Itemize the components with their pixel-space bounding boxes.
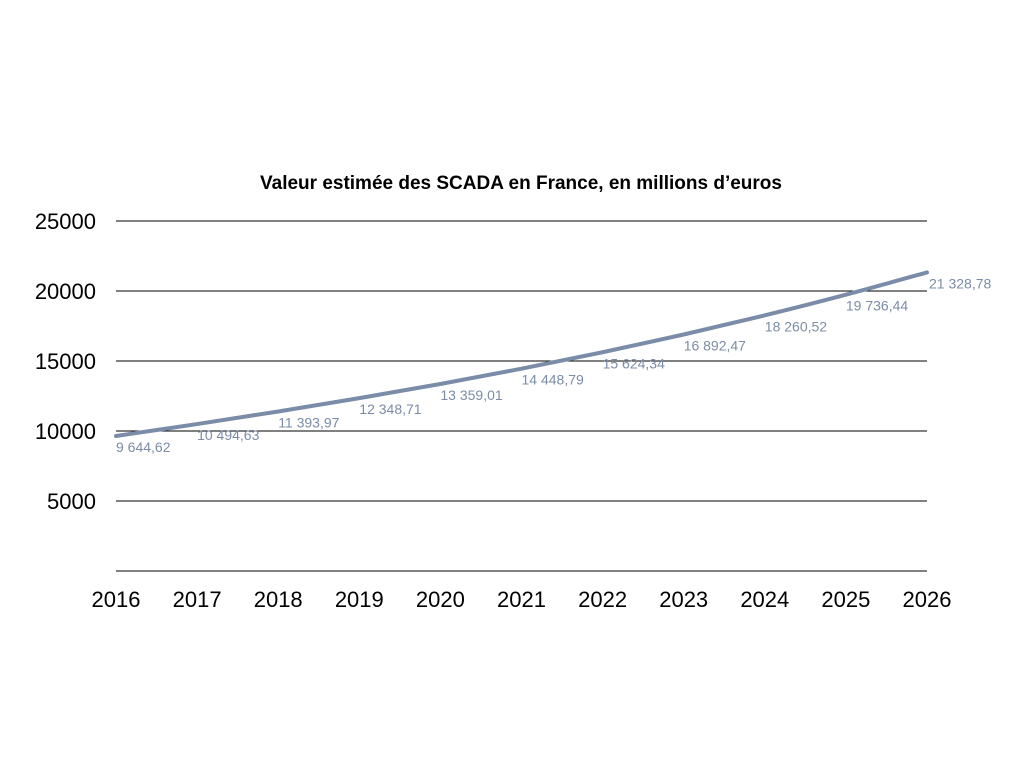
data-label: 13 359,01 — [440, 387, 502, 403]
x-tick-label: 2023 — [659, 587, 708, 612]
x-tick-label: 2026 — [903, 587, 952, 612]
y-tick-label: 10000 — [35, 419, 96, 444]
data-label: 10 494,63 — [197, 427, 259, 443]
y-tick-label: 5000 — [47, 489, 96, 514]
x-tick-label: 2018 — [254, 587, 303, 612]
data-label: 9 644,62 — [116, 439, 171, 455]
x-tick-label: 2024 — [740, 587, 789, 612]
x-tick-label: 2016 — [92, 587, 141, 612]
y-tick-label: 25000 — [35, 209, 96, 234]
data-label: 19 736,44 — [846, 298, 908, 314]
x-tick-label: 2025 — [821, 587, 870, 612]
x-axis-ticks: 2016 2017 2018 2019 2020 2021 2022 2023 2024 2025… — [92, 587, 952, 612]
x-tick-label: 2017 — [173, 587, 222, 612]
x-tick-label: 2021 — [497, 587, 546, 612]
y-tick-label: 15000 — [35, 349, 96, 374]
x-tick-label: 2020 — [416, 587, 465, 612]
data-label: 21 328,78 — [929, 275, 991, 291]
data-label: 12 348,71 — [359, 401, 421, 417]
x-tick-label: 2019 — [335, 587, 384, 612]
gridlines — [116, 220, 927, 572]
y-axis-ticks: 5000 10000 15000 20000 25000 — [35, 209, 96, 514]
series-line — [114, 270, 929, 438]
data-label: 11 393,97 — [278, 414, 339, 430]
y-tick-label: 20000 — [35, 279, 96, 304]
data-label: 16 892,47 — [684, 338, 746, 354]
chart-title: Valeur estimée des SCADA en France, en m… — [260, 173, 782, 194]
x-tick-label: 2022 — [578, 587, 627, 612]
data-label: 18 260,52 — [765, 318, 827, 334]
series-line-group — [114, 270, 929, 438]
data-labels: 9 644,62 10 494,63 11 393,97 12 348,71 13 35… — [116, 275, 991, 455]
data-label: 15 624,34 — [603, 355, 665, 371]
data-label: 14 448,79 — [522, 372, 584, 388]
